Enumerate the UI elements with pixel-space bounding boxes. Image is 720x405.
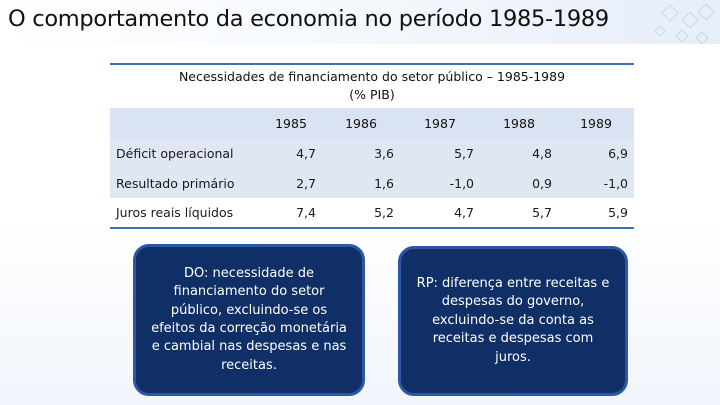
decorative-pattern [654, 3, 715, 45]
page-title: O comportamento da economia no período 1… [8, 6, 609, 32]
table-cell: 5,9 [558, 198, 634, 229]
table-cell: 5,7 [400, 138, 480, 168]
row-label: Déficit operacional [110, 138, 260, 168]
table-header-blank [110, 108, 260, 138]
table-caption: Necessidades de financiamento do setor p… [178, 69, 566, 84]
row-label: Resultado primário [110, 168, 260, 198]
table-header-year: 1985 [260, 108, 322, 138]
table-cell: 7,4 [260, 198, 322, 229]
financing-table: 1985 1986 1987 1988 1989 Déficit operaci… [110, 108, 634, 229]
table-header-year: 1988 [480, 108, 558, 138]
table-header-row: 1985 1986 1987 1988 1989 [110, 108, 634, 138]
table-cell: 2,7 [260, 168, 322, 198]
table-header-year: 1987 [400, 108, 480, 138]
table-cell: 5,7 [480, 198, 558, 229]
table-cell: 1,6 [322, 168, 400, 198]
title-bar [0, 0, 720, 44]
table-row: Resultado primário 2,7 1,6 -1,0 0,9 -1,0 [110, 168, 634, 198]
table-unit: (% PIB) [349, 87, 395, 102]
table-cell: 4,7 [260, 138, 322, 168]
table-header-year: 1989 [558, 108, 634, 138]
table-cell: 5,2 [322, 198, 400, 229]
table-header-year: 1986 [322, 108, 400, 138]
callout-do-definition: DO: necessidade de financiamento do seto… [133, 244, 365, 396]
table-cell: 4,8 [480, 138, 558, 168]
table-cell: 0,9 [480, 168, 558, 198]
table-row: Juros reais líquidos 7,4 5,2 4,7 5,7 5,9 [110, 198, 634, 229]
table-cell: -1,0 [400, 168, 480, 198]
callout-rp-text: RP: diferença entre receitas e despesas … [416, 275, 610, 365]
row-label: Juros reais líquidos [110, 198, 260, 229]
callout-do-text: DO: necessidade de financiamento do seto… [151, 265, 347, 373]
table-cell: -1,0 [558, 168, 634, 198]
table-cell: 4,7 [400, 198, 480, 229]
table-cell: 3,6 [322, 138, 400, 168]
table-row: Déficit operacional 4,7 3,6 5,7 4,8 6,9 [110, 138, 634, 168]
callout-rp-definition: RP: diferença entre receitas e despesas … [398, 246, 628, 396]
table-top-rule [110, 63, 634, 65]
table-cell: 6,9 [558, 138, 634, 168]
